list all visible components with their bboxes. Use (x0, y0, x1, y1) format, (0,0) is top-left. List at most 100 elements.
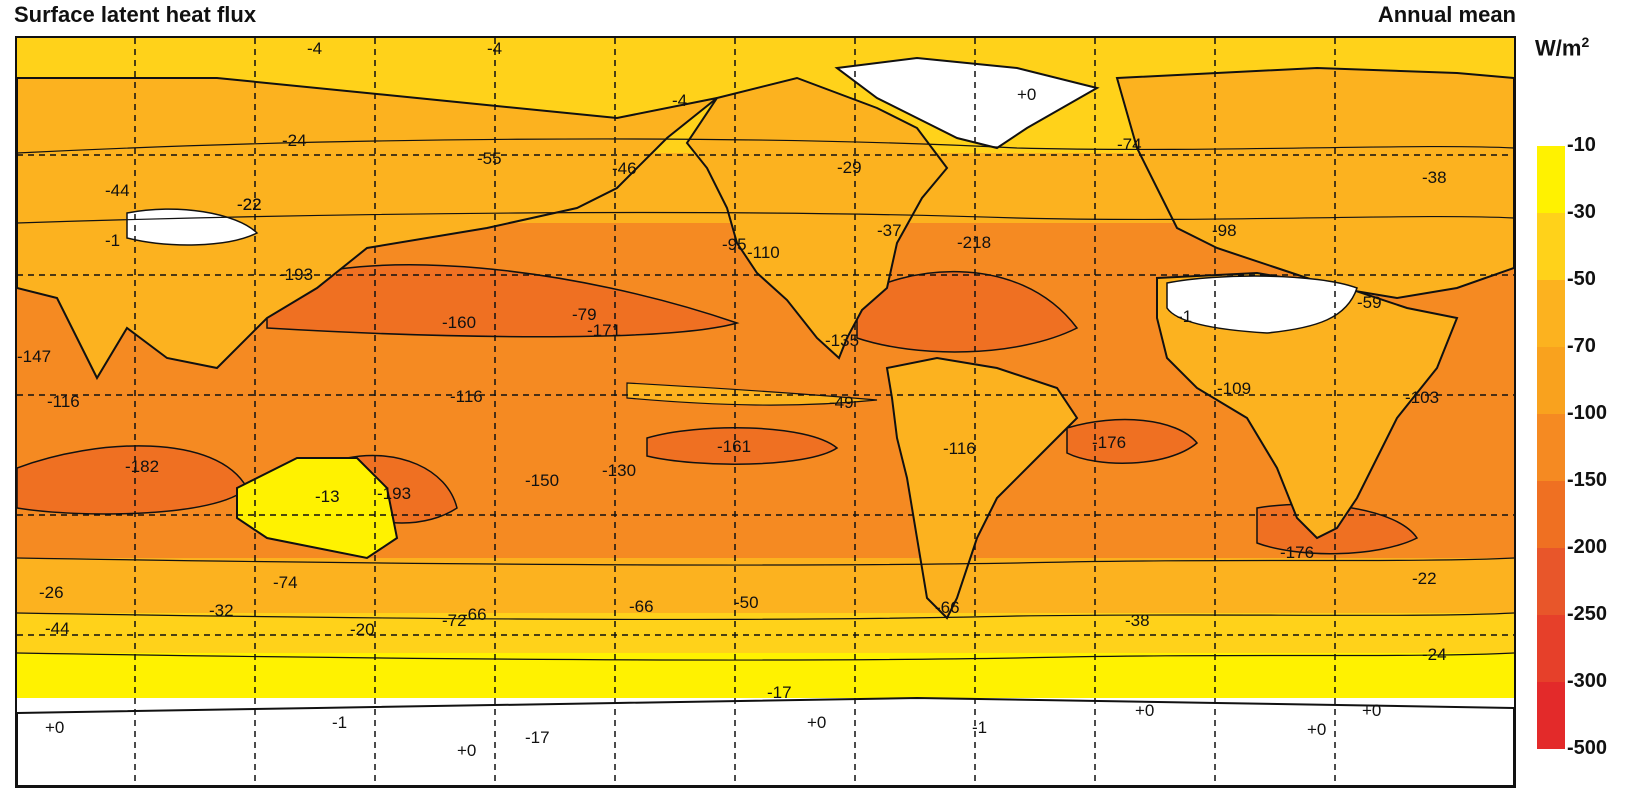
contour-value-label: -46 (612, 159, 637, 178)
contour-value-label: -66 (629, 597, 654, 616)
contour-value-label: -74 (1117, 135, 1142, 154)
contour-value-label: -50 (734, 593, 759, 612)
contour-value-label: +0 (45, 718, 64, 737)
legend-swatch (1537, 347, 1565, 414)
contour-value-label: -218 (957, 233, 991, 252)
contour-value-label: -17 (767, 683, 792, 702)
land-greenland (834, 56, 1100, 150)
contour-value-label: +0 (1017, 85, 1036, 104)
contour-value-label: -193 (377, 484, 411, 503)
units-base: W/m (1535, 35, 1582, 61)
contour-value-label: -29 (837, 158, 862, 177)
units-label: W/m2 (1535, 34, 1589, 61)
contour-value-label: -150 (525, 471, 559, 490)
cell-north-atlantic (856, 270, 1079, 353)
contour-value-label: -66 (935, 598, 960, 617)
legend-tick-label: -300 (1567, 670, 1608, 692)
contour-value-label: -171 (587, 321, 621, 340)
legend-tick-label: -70 (1567, 335, 1596, 357)
contour-value-label: -4 (307, 39, 322, 58)
contour-value-label: -38 (1125, 611, 1150, 630)
legend-tick-label: -10 (1567, 134, 1596, 156)
legend-tick-label: -50 (1567, 268, 1596, 290)
contour-line (17, 557, 1514, 566)
legend-swatch (1537, 615, 1565, 682)
contour-value-label: -49 (829, 393, 854, 412)
graticule (17, 38, 1514, 786)
contour-value-label: -1 (332, 713, 347, 732)
contour-value-label: -38 (1422, 168, 1447, 187)
contour-value-label: -4 (672, 91, 687, 110)
contour-value-label: -66 (462, 605, 487, 624)
contour-value-label: -95 (722, 235, 747, 254)
map-frame: -4 -4 -4 +0 -24 -22 -55 -46 -29 -74 -44 -22 -1 -38 -95… (15, 36, 1516, 788)
contour-value-label: -20 (350, 620, 375, 639)
contour-value-label: -74 (273, 573, 298, 592)
legend-swatch (1537, 213, 1565, 280)
contour-labels: -4 -4 -4 +0 -24 -22 -55 -46 -29 -74 -44 -22 -1 -38 -95… (17, 39, 1447, 760)
contour-value-label: -44 (45, 619, 70, 638)
contour-value-label: -79 (572, 305, 597, 324)
contour-value-label: -24 (1422, 645, 1447, 664)
contour-value-label: -109 (1217, 379, 1251, 398)
contour-value-label: -160 (442, 313, 476, 332)
contour-value-label: -176 (1280, 543, 1314, 562)
color-legend (1537, 146, 1567, 776)
legend-tick-label: -30 (1567, 201, 1596, 223)
legend-tick-label: -150 (1567, 469, 1608, 491)
contour-value-label: -55 (477, 149, 502, 168)
contour-line (17, 211, 1514, 224)
contour-value-label: -1 (105, 231, 120, 250)
contour-value-label: -24 (282, 131, 307, 150)
land-eurasia (17, 77, 718, 381)
contour-value-label: -147 (17, 347, 51, 366)
legend-swatch (1537, 682, 1565, 749)
legend-tick-label: -250 (1567, 603, 1608, 625)
land-north-america (685, 76, 949, 360)
legend-tick-label: -100 (1567, 402, 1608, 424)
contour-value-label: -26 (39, 583, 64, 602)
contour-value-label: -1 (972, 718, 987, 737)
legend-tick-label: -200 (1567, 536, 1608, 558)
contour-value-label: -22 (237, 195, 262, 214)
land-south-america (885, 356, 1079, 620)
contour-value-label: -116 (943, 439, 976, 458)
contour-value-label: -4 (487, 39, 502, 58)
legend-swatch (1537, 548, 1565, 615)
contour-value-label: -72 (442, 611, 467, 630)
cell-equatorial-tongue (626, 382, 878, 406)
land-central-asia (126, 208, 259, 246)
contour-value-label: -110 (747, 243, 780, 262)
land-antarctica (17, 696, 1514, 786)
contour-value-label: +0 (807, 713, 826, 732)
band-southern-ocean (17, 653, 1514, 703)
land-africa (1156, 271, 1459, 540)
contour-value-label: +0 (457, 741, 476, 760)
contour-value-label: -37 (877, 221, 902, 240)
contour-value-label: +0 (1307, 720, 1326, 739)
land-australia (236, 457, 399, 560)
contour-value-label: -17 (525, 728, 550, 747)
legend-tick-label: -500 (1567, 737, 1608, 759)
band-south-mid (17, 558, 1514, 618)
contour-value-label: -1 (1177, 307, 1192, 326)
contour-line (17, 652, 1514, 661)
contour-value-label: -13 (315, 487, 340, 506)
land-europe (1115, 66, 1514, 300)
contour-value-label: -98 (1212, 221, 1237, 240)
cell-south-pacific (646, 427, 839, 465)
contour-value-label: +0 (1135, 701, 1154, 720)
contour-line (17, 612, 1514, 621)
chart-title: Surface latent heat flux (14, 2, 257, 27)
contour-value-label: -161 (717, 437, 751, 456)
contour-value-label: -32 (209, 601, 234, 620)
contour-value-label: -135 (825, 331, 859, 350)
contour-value-label: -59 (1357, 293, 1382, 312)
units-sup: 2 (1581, 34, 1590, 50)
legend-swatch (1537, 280, 1565, 347)
contour-value-label: -193 (279, 265, 313, 284)
legend-swatch (1537, 146, 1565, 213)
cell-north-pacific (266, 264, 740, 338)
contour-value-label: -130 (602, 461, 636, 480)
world-map: -4 -4 -4 +0 -24 -22 -55 -46 -29 -74 -44 -22 -1 -38 -95… (17, 38, 1514, 786)
